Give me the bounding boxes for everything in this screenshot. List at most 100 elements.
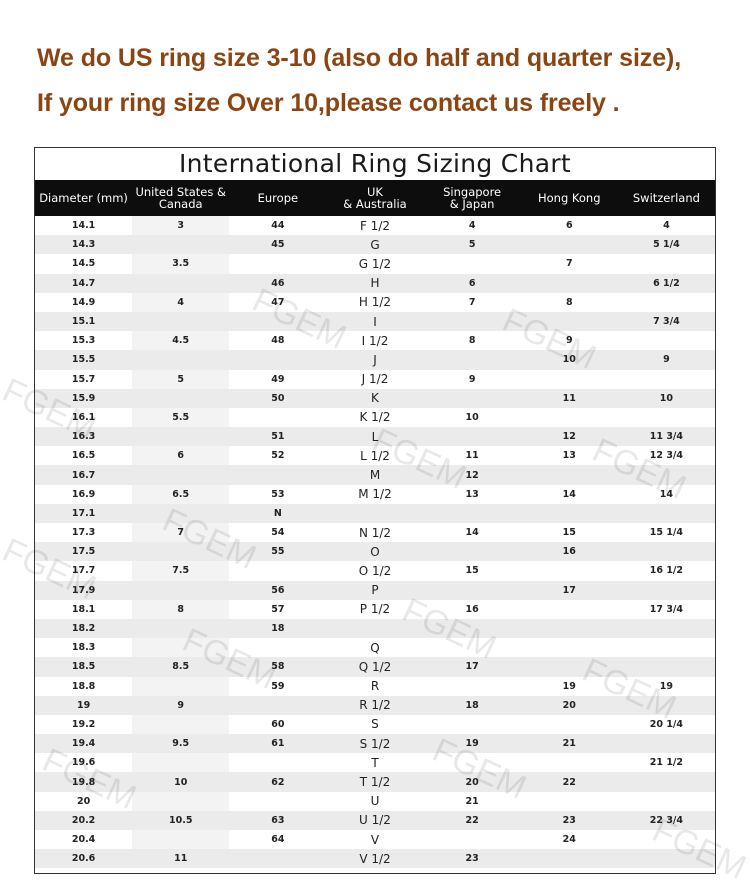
table-row: 20.6 11 V 1/2 23	[35, 849, 715, 869]
cell-eu	[229, 465, 326, 484]
cell-us	[132, 830, 230, 850]
cell-dia: 15.1	[71, 316, 96, 328]
cell-uk: V	[370, 832, 380, 847]
cell-ch	[618, 465, 715, 484]
cell-ch	[618, 408, 715, 427]
column-header-sg: Singapore & Japan	[443, 185, 502, 211]
cell-dia: 19.4	[71, 738, 96, 750]
cell-hk	[521, 849, 618, 868]
cell-dia: 16.3	[71, 431, 96, 443]
cell-hk	[521, 619, 618, 638]
cell-dia: 15.7	[71, 373, 96, 385]
cell-eu: 58	[271, 661, 285, 673]
cell-sg	[424, 715, 521, 734]
cell-eu: 52	[271, 450, 285, 462]
cell-hk	[521, 312, 618, 331]
cell-hk: 16	[562, 546, 576, 558]
notice-line-2: If your ring size Over 10,please contact…	[37, 89, 620, 117]
cell-us: 5	[132, 369, 230, 389]
cell-ch: 22 3/4	[649, 814, 684, 826]
cell-hk: 23	[562, 814, 576, 826]
cell-hk: 21	[562, 738, 576, 750]
cell-eu	[229, 408, 326, 427]
cell-hk: 15	[562, 527, 576, 539]
cell-us	[132, 714, 230, 735]
cell-us: 3	[132, 216, 230, 236]
cell-hk	[521, 370, 618, 389]
cell-eu: 54	[271, 527, 285, 539]
cell-sg	[424, 427, 521, 446]
cell-dia: 17.3	[71, 527, 96, 539]
cell-ch	[618, 581, 715, 600]
cell-uk: T	[371, 755, 379, 770]
cell-us: 10	[174, 776, 188, 788]
cell-ch	[618, 849, 715, 868]
column-header-uk: UK & Australia	[343, 185, 407, 211]
cell-ch	[618, 331, 715, 350]
cell-ch	[618, 542, 715, 561]
cell-hk: 7	[565, 258, 573, 270]
cell-hk	[521, 657, 618, 676]
table-row: 14.7 46 H 6 6 1/2	[35, 273, 715, 293]
cell-sg	[424, 542, 521, 561]
cell-dia: 18.5	[71, 661, 96, 673]
cell-eu	[229, 792, 326, 811]
cell-hk: 9	[565, 335, 573, 347]
cell-dia: 19.6	[71, 757, 96, 769]
cell-uk: R 1/2	[359, 698, 391, 713]
cell-ch	[618, 504, 715, 523]
cell-us: 4	[132, 292, 230, 312]
cell-ch: 7 3/4	[653, 316, 680, 328]
cell-ch: 15 1/4	[649, 527, 684, 539]
cell-sg	[424, 350, 521, 369]
cell-us	[132, 542, 229, 561]
cell-us: 10.5	[168, 814, 193, 826]
table-header: Diameter (mm) United States & Canada Europ…	[35, 180, 715, 216]
chart-title: International Ring Sizing Chart	[178, 149, 572, 178]
cell-us: 3.5	[132, 254, 230, 274]
cell-sg: 23	[465, 853, 479, 865]
cell-sg: 11	[465, 450, 479, 462]
cell-uk: S 1/2	[359, 736, 391, 751]
cell-dia: 18.8	[71, 680, 96, 692]
cell-ch	[618, 619, 715, 638]
cell-us	[132, 389, 229, 408]
cell-dia: 17.5	[71, 546, 96, 558]
cell-eu	[229, 638, 326, 657]
cell-uk: I	[373, 314, 377, 329]
cell-eu: 44	[271, 220, 285, 232]
cell-dia: 18.1	[71, 603, 96, 615]
cell-sg	[424, 312, 521, 331]
cell-us: 5.5	[132, 407, 230, 428]
cell-hk: 6	[565, 220, 573, 232]
cell-hk: 12	[562, 431, 576, 443]
cell-dia: 19	[76, 699, 91, 711]
cell-hk: 24	[562, 834, 576, 846]
cell-hk: 14	[562, 488, 576, 500]
cell-uk: L	[371, 429, 379, 444]
cell-us	[132, 504, 229, 523]
cell-dia: 18.3	[71, 642, 96, 654]
cell-eu: 49	[271, 373, 285, 385]
cell-sg: 14	[465, 527, 479, 539]
table-row: 19.4 9.5 61 S 1/2 19 21	[35, 734, 715, 754]
column-header-us: United States & Canada	[135, 185, 226, 211]
cell-us: 9	[177, 699, 185, 711]
cell-dia: 16.1	[71, 411, 96, 423]
cell-uk: K	[371, 391, 379, 406]
cell-sg	[424, 504, 521, 523]
cell-hk	[521, 465, 618, 484]
cell-eu	[229, 312, 326, 331]
cell-uk: M	[369, 468, 381, 483]
cell-uk: H 1/2	[358, 295, 392, 310]
cell-eu	[229, 350, 326, 369]
cell-eu: 63	[271, 814, 285, 826]
cell-us	[132, 791, 230, 811]
cell-sg	[424, 389, 521, 408]
cell-sg: 16	[465, 603, 479, 615]
cell-eu: 55	[271, 546, 285, 558]
cell-sg	[424, 830, 521, 849]
cell-hk: 10	[562, 354, 576, 366]
cell-ch: 10	[659, 392, 674, 404]
cell-eu: 56	[271, 584, 285, 596]
